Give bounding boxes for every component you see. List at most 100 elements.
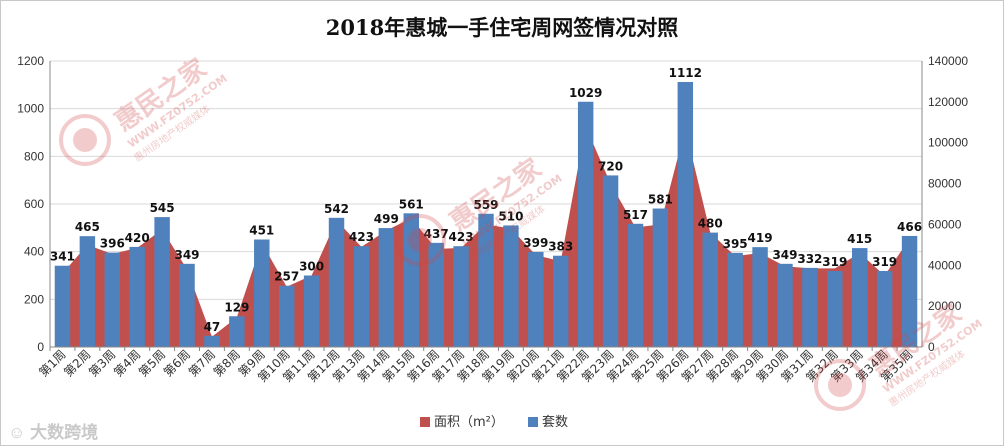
bar [378, 228, 395, 347]
y-right-tick-label: 120000 [928, 95, 968, 109]
bar [702, 232, 718, 347]
legend-layer: 面积（m²） 套数 [420, 414, 568, 430]
bar [553, 255, 569, 347]
bar [652, 208, 669, 347]
data-label: 399 [523, 236, 548, 250]
data-label: 419 [748, 231, 773, 245]
data-label: 319 [872, 255, 897, 269]
y-right-tick-label: 0 [928, 340, 935, 354]
bar [403, 213, 419, 347]
bar [428, 242, 444, 347]
x-tick-label: 第6周 [161, 347, 193, 379]
y-left-tick-label: 0 [37, 340, 44, 354]
footer-logo: ☺ 大数跨境 [8, 418, 98, 443]
data-label: 383 [548, 240, 573, 254]
y-left-tick-label: 1000 [17, 102, 44, 116]
y-right-tick-label: 20000 [928, 299, 962, 313]
data-label: 332 [797, 252, 822, 266]
bar [627, 223, 644, 347]
data-label: 129 [224, 300, 249, 314]
x-tick-label: 第4周 [111, 347, 143, 379]
data-label: 47 [204, 320, 221, 334]
data-label: 319 [822, 255, 847, 269]
data-label: 542 [324, 202, 349, 216]
y-left-tick-label: 400 [24, 245, 44, 259]
bar [851, 248, 868, 347]
weibo-icon: ☺ [8, 423, 26, 442]
data-label: 561 [399, 197, 424, 211]
y-left-tick-label: 200 [24, 292, 44, 306]
bar [229, 316, 245, 347]
bar [104, 252, 121, 347]
data-label: 395 [723, 237, 748, 251]
bar [154, 217, 170, 347]
data-label: 423 [449, 230, 474, 244]
data-label: 581 [648, 193, 673, 207]
data-label: 510 [498, 209, 523, 223]
x-tick-label: 第2周 [61, 347, 93, 379]
data-label: 1029 [569, 86, 602, 100]
data-label: 423 [349, 230, 374, 244]
bar [677, 81, 694, 348]
data-label: 349 [772, 248, 797, 262]
watermark-logo-inner [828, 373, 852, 397]
data-label: 1112 [669, 66, 702, 80]
chart-title: 2018年惠城一手住宅周网签情况对照 [325, 15, 679, 40]
bar [328, 217, 345, 347]
x-tick-label: 第5周 [136, 347, 168, 379]
bar [204, 335, 220, 347]
y-left-tick-label: 1200 [17, 54, 44, 68]
bar [54, 265, 71, 347]
data-label: 341 [50, 250, 75, 264]
bar [901, 235, 918, 347]
bar [478, 213, 494, 347]
y-right-tick-label: 80000 [928, 177, 962, 191]
x-tick-label: 第7周 [186, 347, 218, 379]
bar [303, 275, 320, 347]
data-label: 396 [100, 237, 125, 251]
legend-label: 套数 [542, 414, 568, 430]
data-label: 559 [473, 198, 498, 212]
bar [353, 246, 370, 347]
bar [827, 270, 843, 347]
bar [179, 263, 195, 347]
watermark-logo-inner [408, 228, 432, 252]
bar [577, 101, 594, 347]
bar [777, 263, 793, 347]
legend-swatch [528, 417, 538, 427]
data-label: 517 [623, 208, 648, 222]
watermark-logo-inner [73, 128, 97, 152]
bar-layer [54, 81, 918, 348]
footer-logo-text: 大数跨境 [30, 423, 99, 442]
data-label: 545 [150, 201, 175, 215]
bar [79, 236, 96, 347]
y-right-tick-label: 60000 [928, 217, 962, 231]
y-left-tick-label: 600 [24, 197, 44, 211]
bar [278, 285, 295, 347]
y-right-tick-label: 40000 [928, 258, 962, 272]
data-label: 420 [125, 231, 150, 245]
data-label: 437 [424, 227, 449, 241]
data-label: 465 [75, 220, 100, 234]
bar [503, 225, 519, 347]
data-label: 257 [274, 270, 299, 284]
bar [453, 246, 469, 347]
data-label: 415 [847, 232, 872, 246]
data-label: 720 [598, 159, 623, 173]
bar [602, 175, 619, 347]
legend-label: 面积（m²） [434, 415, 504, 430]
data-label: 451 [249, 224, 274, 238]
watermark-logo [814, 359, 866, 411]
data-label: 300 [299, 260, 324, 274]
data-label: 466 [897, 220, 922, 234]
x-tick-label: 第3周 [86, 347, 118, 379]
bar [752, 247, 768, 347]
bar [876, 270, 893, 347]
bar [528, 251, 544, 347]
bar [254, 239, 270, 347]
data-label: 480 [698, 217, 723, 231]
data-label: 499 [374, 212, 399, 226]
data-label: 349 [174, 248, 199, 262]
legend-swatch [420, 417, 430, 427]
